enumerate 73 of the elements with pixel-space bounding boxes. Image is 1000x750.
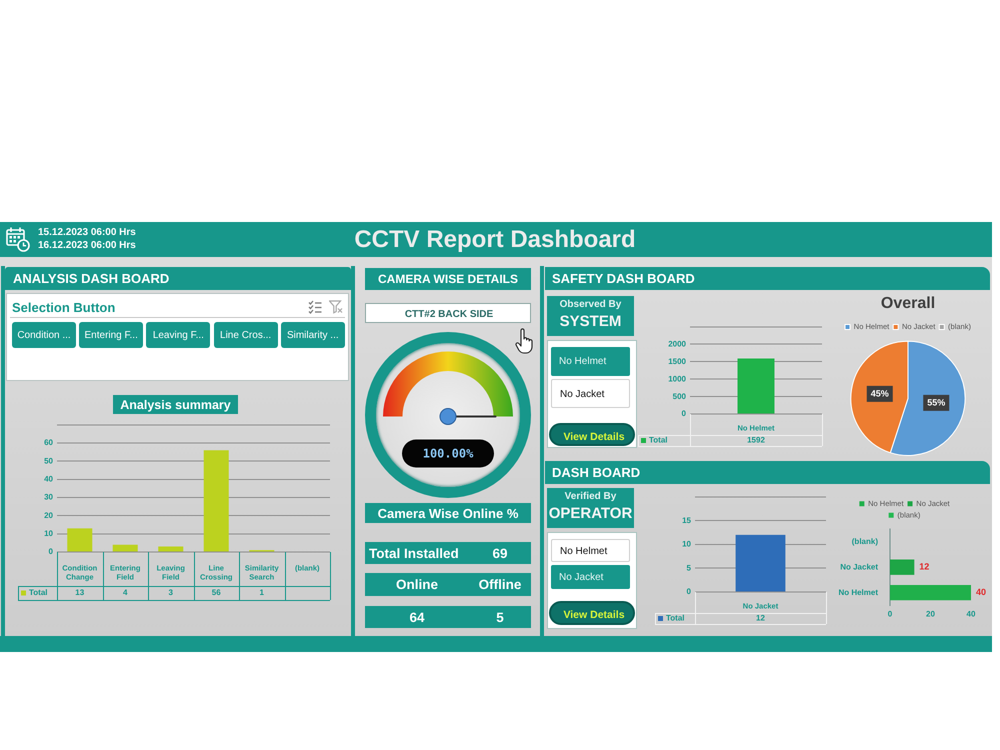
text: SYSTEM <box>558 312 622 332</box>
y-tick-label: 1500 <box>668 356 687 366</box>
data-label: 40 <box>976 587 986 598</box>
slicer-button: Similarity ... <box>280 322 345 348</box>
slicer-button: Line Cros... <box>214 322 278 348</box>
data-label: 12 <box>756 614 766 623</box>
y-tick-label: (blank) <box>852 536 878 546</box>
text: 16.12.2023 06:00 Hrs <box>38 239 137 251</box>
data-label: 3 <box>168 588 174 598</box>
text: Camera Wise Online % <box>365 503 531 523</box>
y-tick-label: 20 <box>44 510 54 520</box>
slicer-button: No Helmet <box>551 347 630 376</box>
slicer-button: Condition ... <box>12 322 76 348</box>
text: DASH BOARD <box>545 461 990 484</box>
bar <box>112 544 138 552</box>
data-label: 69 <box>491 544 509 562</box>
data-label: 1592 <box>747 436 766 445</box>
bar <box>158 546 184 552</box>
data-label: 4 <box>123 588 128 598</box>
legend-label: Total <box>29 588 48 598</box>
text: OPERATOR <box>548 504 634 524</box>
y-tick-label: 30 <box>44 492 54 502</box>
text: Observed By <box>558 298 622 311</box>
x-tick-label: 20 <box>926 609 936 618</box>
y-tick-label: 10 <box>682 540 692 549</box>
chart-title: Overall <box>880 295 936 312</box>
data-label: 64 <box>408 608 426 626</box>
data-label: 55% <box>927 397 946 408</box>
text: Verified By <box>564 490 618 503</box>
slicer-button: No Jacket <box>551 565 630 589</box>
data-label: 100.00% <box>422 446 474 461</box>
y-tick-label: 2000 <box>668 339 687 348</box>
y-tick-label: 0 <box>682 409 687 418</box>
x-tick-label: 0 <box>888 609 893 618</box>
legend-label: Total <box>666 614 685 623</box>
dropdown-field: CTT#2 BACK SIDE <box>365 303 531 323</box>
bar <box>67 528 92 552</box>
y-tick-label: 500 <box>672 392 687 401</box>
y-tick-label: 0 <box>686 587 692 596</box>
text: SAFETY DASH BOARD <box>545 267 990 290</box>
data-label: 1 <box>260 588 265 598</box>
bar <box>204 450 229 552</box>
y-tick-label: 1000 <box>668 374 687 384</box>
y-tick-label: 40 <box>44 474 54 484</box>
text: 15.12.2023 06:00 Hrs <box>38 226 137 238</box>
slicer-button: No Helmet <box>551 539 630 562</box>
y-tick-label: 5 <box>686 563 692 572</box>
slicer-button: Leaving F... <box>146 322 210 348</box>
text: CCTV Report Dashboard <box>353 224 637 254</box>
slicer-button: Entering F... <box>79 322 144 348</box>
text: Selection Button <box>12 298 116 316</box>
data-label: 56 <box>212 588 222 598</box>
y-tick-label: 0 <box>48 547 54 556</box>
x-tick-label: 40 <box>966 609 976 618</box>
category-label: Offline <box>478 576 522 594</box>
category-label: Total Installed <box>369 544 460 562</box>
y-tick-label: 50 <box>44 456 54 466</box>
y-tick-label: 10 <box>44 529 54 538</box>
data-label: 5 <box>495 608 505 626</box>
slicer-button: No Jacket <box>551 379 630 408</box>
legend-label: Total <box>649 436 668 445</box>
text: CAMERA WISE DETAILS <box>365 268 531 290</box>
y-tick-label: 60 <box>44 438 54 448</box>
y-tick-label: No Helmet <box>838 588 878 597</box>
data-label: 45% <box>870 388 889 398</box>
y-tick-label: 15 <box>682 516 692 525</box>
category-label: Online <box>394 576 439 594</box>
pill-button: View Details <box>549 601 635 625</box>
pill-button: View Details <box>549 423 635 446</box>
text: ANALYSIS DASH BOARD <box>5 267 351 290</box>
data-label: 13 <box>75 588 85 598</box>
chart-title: Analysis summary <box>113 395 238 414</box>
data-label: 12 <box>919 562 930 572</box>
